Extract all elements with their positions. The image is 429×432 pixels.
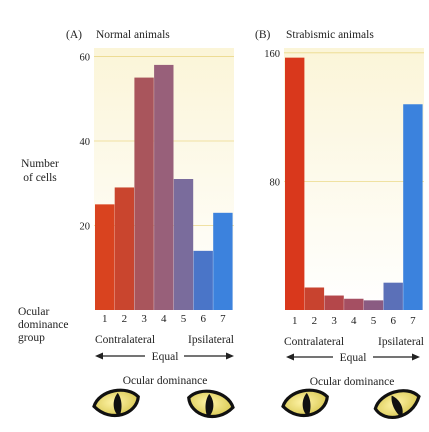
panel-a-bar-group-7 <box>213 212 233 310</box>
panel-b-x-tick-1: 1 <box>292 315 298 327</box>
panel-a-x-tick-3: 3 <box>141 313 147 325</box>
panel-b-x-tick-6: 6 <box>390 315 396 327</box>
panel-a-y-tick-60: 60 <box>80 52 91 63</box>
panel-b-plot-area <box>284 48 424 310</box>
x-axis-label-line1: Ocular <box>18 306 49 318</box>
panel-b-x-tick-labels: 1 2 3 4 5 6 7 <box>292 315 416 327</box>
panel-b-letter: (B) <box>255 29 271 41</box>
panel-a-bar-group-5 <box>173 179 194 310</box>
panel-b-bar-group-4 <box>344 298 364 310</box>
panel-a: (A) Normal animals 20 40 60 1 2 3 4 5 6 7 Contra… <box>66 29 234 387</box>
panel-b-right-arrow <box>373 353 420 361</box>
panel-b-left-arrow <box>286 353 333 361</box>
panel-b-y-tick-labels: 80 160 <box>264 49 280 189</box>
panel-b-bars <box>285 57 423 311</box>
panel-a-bar-group-6 <box>193 250 213 310</box>
panel-a-bar-group-4 <box>154 64 174 310</box>
panel-a-x-tick-2: 2 <box>122 313 128 325</box>
panel-a-bar-group-1 <box>95 204 115 310</box>
panel-a-y-tick-20: 20 <box>80 221 91 232</box>
panel-b-gridlines <box>284 52 424 182</box>
eye-icon-right-b <box>373 389 421 419</box>
eye-icon-left-a <box>92 388 140 418</box>
panel-b-bar-group-2 <box>304 287 325 310</box>
panel-a-bars <box>95 64 233 310</box>
panel-b-bar-group-1 <box>285 57 305 311</box>
panel-b-x-tick-3: 3 <box>331 315 337 327</box>
panel-a-x-tick-4: 4 <box>161 313 167 325</box>
panel-a-left-arrow <box>95 352 145 360</box>
y-axis-label-line2: of cells <box>23 172 57 184</box>
panel-b-x-tick-2: 2 <box>312 315 318 327</box>
panel-a-letter: (A) <box>66 29 82 41</box>
panel-b-ipsilateral-label: Ipsilateral <box>378 336 424 348</box>
panel-a-x-tick-6: 6 <box>200 313 206 325</box>
panel-b-x-tick-4: 4 <box>351 315 357 327</box>
panel-b-ocular-dominance-label: Ocular dominance <box>310 376 395 388</box>
panel-a-x-tick-5: 5 <box>181 313 187 325</box>
panel-a-right-arrow <box>184 352 234 360</box>
panel-a-x-tick-7: 7 <box>220 313 226 325</box>
panel-a-title: Normal animals <box>96 29 170 41</box>
panel-b-equal-label: Equal <box>340 352 367 364</box>
panel-b: (B) Strabismic animals 80 160 1 2 3 4 5 6 7 Con… <box>255 29 424 388</box>
x-axis-label-line2: dominance <box>18 319 68 331</box>
panel-a-ocular-dominance-label: Ocular dominance <box>123 375 208 387</box>
eye-icon-left-b <box>281 388 329 418</box>
panel-b-x-tick-7: 7 <box>410 315 416 327</box>
y-axis-label-line1: Number <box>21 158 59 170</box>
panel-b-bar-group-7 <box>403 104 423 311</box>
panel-b-bar-group-3 <box>324 295 344 310</box>
panel-b-bar-group-5 <box>363 300 384 310</box>
panel-a-bar-group-2 <box>114 187 135 310</box>
panel-a-y-tick-40: 40 <box>80 137 91 148</box>
panel-b-x-tick-5: 5 <box>371 315 377 327</box>
panel-b-contralateral-label: Contralateral <box>284 336 344 348</box>
panel-b-bar-group-6 <box>383 282 403 310</box>
x-axis-label-line3: group <box>18 332 45 344</box>
panel-a-y-tick-labels: 20 40 60 <box>80 52 91 232</box>
eye-icon-right-a <box>187 389 235 419</box>
panel-a-x-tick-1: 1 <box>102 313 108 325</box>
panel-b-y-tick-80: 80 <box>270 177 281 188</box>
panel-a-x-tick-labels: 1 2 3 4 5 6 7 <box>102 313 226 325</box>
panel-a-contralateral-label: Contralateral <box>95 334 155 346</box>
panel-b-y-tick-160: 160 <box>264 49 280 60</box>
panel-a-equal-label: Equal <box>152 351 179 363</box>
panel-a-bar-group-3 <box>134 77 154 310</box>
panel-b-title: Strabismic animals <box>286 29 374 41</box>
panel-a-ipsilateral-label: Ipsilateral <box>188 334 234 346</box>
